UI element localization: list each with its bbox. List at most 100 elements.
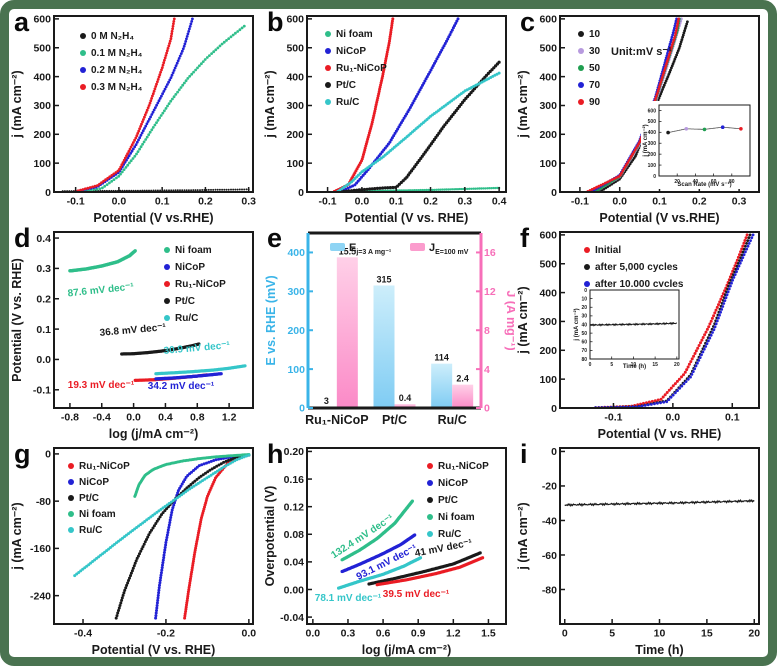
svg-text:-0.4: -0.4 [74, 628, 92, 640]
svg-text:100: 100 [286, 158, 304, 170]
svg-text:0: 0 [298, 187, 304, 199]
svg-text:500: 500 [648, 119, 657, 125]
svg-text:0.08: 0.08 [284, 529, 305, 541]
svg-text:j (mA cm⁻²): j (mA cm⁻²) [10, 70, 24, 138]
svg-text:0.00: 0.00 [284, 584, 305, 596]
svg-text:300: 300 [648, 141, 657, 147]
svg-text:10: 10 [631, 362, 637, 368]
svg-text:0.0: 0.0 [126, 412, 141, 424]
svg-text:0.16: 0.16 [284, 474, 305, 486]
svg-text:-160: -160 [30, 543, 51, 555]
svg-text:Ru/C: Ru/C [336, 97, 359, 108]
panel-d-label: d [14, 223, 31, 253]
svg-text:0: 0 [551, 403, 557, 415]
svg-text:200: 200 [539, 129, 557, 141]
svg-text:Ni foam: Ni foam [79, 509, 116, 520]
svg-text:Potential (V vs. RHE): Potential (V vs. RHE) [345, 211, 469, 225]
svg-text:NiCoP: NiCoP [79, 477, 109, 488]
svg-text:200: 200 [286, 129, 304, 141]
svg-text:after 5,000 cycles: after 5,000 cycles [595, 262, 678, 273]
panel-a-label: a [14, 7, 30, 37]
svg-text:50: 50 [589, 63, 601, 74]
svg-text:Potential (V vs.RHE): Potential (V vs.RHE) [599, 211, 719, 225]
svg-text:E vs. RHE (mV): E vs. RHE (mV) [264, 275, 278, 365]
svg-text:0.1: 0.1 [725, 412, 740, 424]
svg-text:Ru/C: Ru/C [175, 313, 198, 324]
svg-text:60: 60 [581, 340, 587, 346]
panel-b-label: b [267, 7, 284, 37]
svg-text:78.1 mV dec⁻¹: 78.1 mV dec⁻¹ [315, 593, 382, 604]
svg-text:-40: -40 [542, 515, 557, 527]
svg-text:10: 10 [581, 296, 587, 302]
svg-text:70: 70 [581, 348, 587, 354]
svg-text:0.2: 0.2 [36, 294, 51, 306]
panel-h-chart: 0.0 0.3 0.6 0.9 1.2 1.5 -0.04 0.00 0.04 0.08 0.12 0… [263, 446, 507, 657]
svg-text:40: 40 [693, 179, 699, 185]
svg-text:0: 0 [584, 288, 587, 294]
svg-text:-80: -80 [542, 584, 557, 596]
svg-text:-0.1: -0.1 [319, 196, 337, 208]
svg-text:j (mA cm⁻²): j (mA cm⁻²) [573, 308, 580, 341]
svg-text:5: 5 [610, 362, 613, 368]
svg-text:0: 0 [551, 187, 557, 199]
svg-text:Ru₁-NiCoP: Ru₁-NiCoP [79, 461, 130, 472]
svg-text:0.4: 0.4 [399, 393, 412, 403]
panel-c-chart: -0.1 0.0 0.1 0.2 0.30100200300400500600Poten… [516, 14, 760, 225]
svg-text:20: 20 [674, 179, 680, 185]
svg-text:12: 12 [484, 286, 496, 298]
svg-text:600: 600 [539, 14, 557, 26]
svg-text:16: 16 [484, 247, 496, 259]
svg-text:114: 114 [434, 353, 449, 363]
panel-a: a -0.1 0.0 0.1 0.2 0.3 0 100 200 300 400 500 600 Pot… [9, 9, 262, 225]
svg-text:Time (h): Time (h) [623, 364, 646, 370]
svg-text:400: 400 [287, 247, 305, 259]
svg-text:j (mA cm⁻²): j (mA cm⁻²) [516, 286, 530, 354]
svg-text:Ru₁-NiCoP: Ru₁-NiCoP [336, 63, 387, 74]
svg-text:Potential (V vs. RHE): Potential (V vs. RHE) [10, 258, 24, 382]
svg-text:400: 400 [286, 71, 304, 83]
svg-text:-0.1: -0.1 [33, 385, 51, 397]
svg-text:100: 100 [539, 374, 557, 386]
svg-text:600: 600 [648, 108, 657, 114]
svg-text:0.3 M N₂H₄: 0.3 M N₂H₄ [91, 82, 143, 93]
svg-text:34.2 mV dec⁻¹: 34.2 mV dec⁻¹ [148, 381, 215, 392]
svg-text:39.5 mV dec⁻¹: 39.5 mV dec⁻¹ [383, 589, 450, 600]
svg-text:log (j/mA cm⁻²): log (j/mA cm⁻²) [362, 643, 451, 657]
svg-text:200: 200 [33, 129, 51, 141]
svg-text:0: 0 [653, 174, 656, 180]
svg-text:-0.1: -0.1 [571, 196, 589, 208]
svg-text:20: 20 [581, 305, 587, 311]
svg-text:0.4: 0.4 [158, 412, 173, 424]
svg-text:0: 0 [45, 187, 51, 199]
svg-text:300: 300 [33, 100, 51, 112]
svg-text:-20: -20 [542, 481, 557, 493]
panel-b: b -0.1 0.0 0.1 0.2 0.3 0.4 0 100 200 300 400 500 600… [262, 9, 515, 225]
svg-text:0.0: 0.0 [666, 412, 681, 424]
svg-text:300: 300 [539, 316, 557, 328]
svg-text:Scan Rate (mV s⁻¹): Scan Rate (mV s⁻¹) [677, 181, 731, 188]
svg-text:600: 600 [539, 230, 557, 242]
svg-text:500: 500 [539, 43, 557, 55]
panel-e-label: e [267, 223, 283, 253]
svg-text:0: 0 [299, 403, 305, 415]
svg-text:19.3 mV dec⁻¹: 19.3 mV dec⁻¹ [68, 380, 135, 391]
panel-d: d -0.8 -0.4 0.0 0.4 0.8 1.2 -0.1 0.0 0.1 0.2 0.3 0.… [9, 223, 262, 441]
svg-text:0.0: 0.0 [36, 354, 51, 366]
svg-text:500: 500 [33, 43, 51, 55]
svg-text:Potential (V vs.RHE): Potential (V vs.RHE) [93, 211, 213, 225]
svg-text:-60: -60 [542, 550, 557, 562]
svg-text:0.12: 0.12 [284, 501, 305, 513]
svg-text:0.9: 0.9 [411, 628, 426, 640]
svg-text:0: 0 [551, 446, 557, 458]
svg-text:Ru₁-NiCoP: Ru₁-NiCoP [175, 279, 226, 290]
svg-text:-0.8: -0.8 [61, 412, 79, 424]
svg-text:100: 100 [539, 158, 557, 170]
svg-text:Initial: Initial [595, 245, 621, 256]
svg-text:0.1: 0.1 [389, 196, 404, 208]
svg-text:600: 600 [33, 14, 51, 26]
svg-text:0: 0 [589, 362, 592, 368]
panel-f-label: f [520, 223, 529, 253]
svg-text:10: 10 [589, 29, 601, 40]
svg-text:Pt/C: Pt/C [382, 413, 407, 427]
svg-text:30: 30 [589, 46, 601, 57]
